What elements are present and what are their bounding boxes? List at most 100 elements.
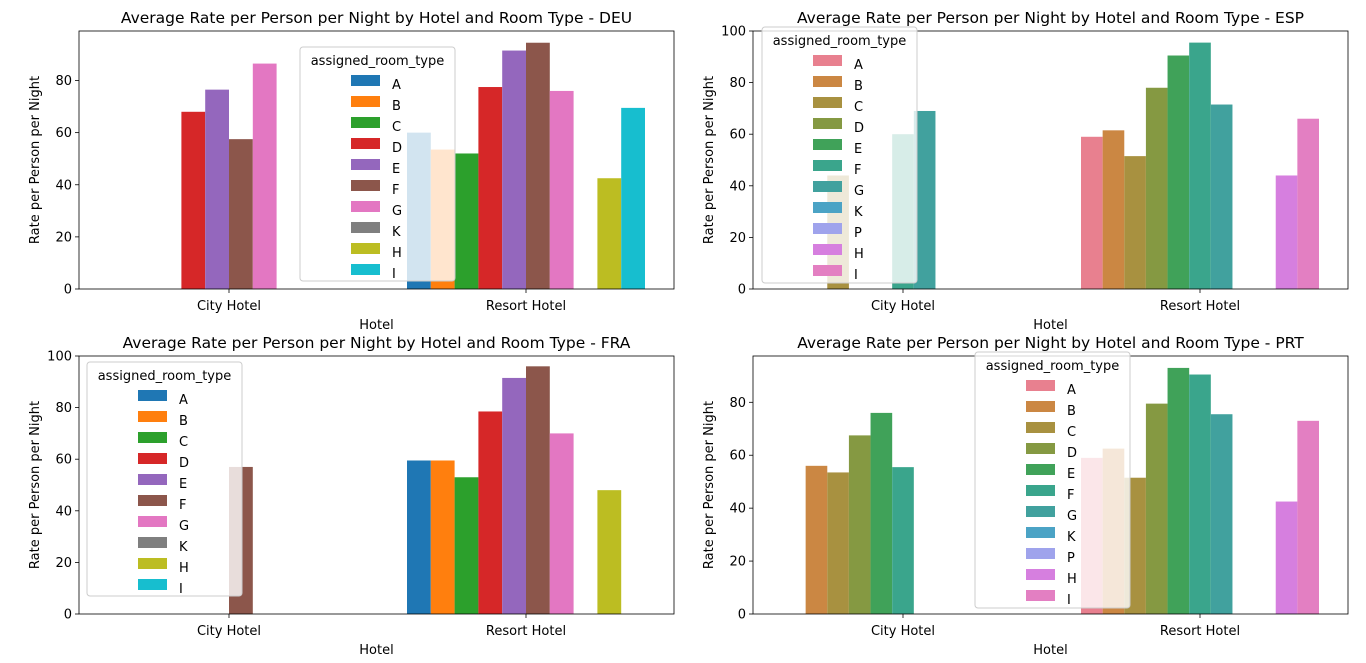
bar-G-city-hotel — [252, 63, 277, 289]
legend-label-G: G — [179, 519, 189, 534]
legend-swatch-A — [813, 55, 842, 66]
legend-swatch-H — [1026, 569, 1055, 580]
legend-swatch-H — [351, 243, 380, 254]
legend-label-D: D — [179, 456, 189, 471]
legend-label-C: C — [854, 100, 863, 115]
legend-swatch-F — [813, 160, 842, 171]
legend-swatch-I — [1026, 590, 1055, 601]
legend-label-I: I — [1067, 593, 1071, 608]
legend-swatch-K — [813, 202, 842, 213]
chart-panel-2: 0 20 40 60 80 100 City Hotel Resort Hotel Averag… — [702, 9, 1349, 333]
y-tick-label: 60 — [729, 449, 746, 464]
bar-G-city-hotel — [913, 110, 936, 289]
bar-A-resort-hotel — [407, 460, 431, 614]
x-axis-label: Hotel — [1033, 318, 1067, 333]
legend-label-E: E — [1067, 467, 1075, 482]
x-axis-label: Hotel — [359, 318, 393, 333]
y-tick-label: 100 — [47, 350, 72, 365]
legend-title: assigned_room_type — [986, 359, 1120, 374]
legend-label-H: H — [179, 561, 189, 576]
legend-swatch-D — [1026, 443, 1055, 454]
legend-title: assigned_room_type — [98, 369, 232, 384]
legend-label-K: K — [854, 205, 863, 220]
bar-G-resort-hotel — [1210, 414, 1233, 614]
bar-C-city-hotel — [827, 472, 849, 614]
legend-swatch-E — [1026, 464, 1055, 475]
legend-label-G: G — [392, 204, 402, 219]
bar-H-resort-hotel — [597, 178, 622, 289]
y-tick-label: 40 — [729, 179, 746, 194]
legend-label-A: A — [1067, 383, 1076, 398]
bar-F-resort-hotel — [1189, 42, 1211, 289]
bar-B-city-hotel — [805, 465, 828, 614]
x-tick-label: Resort Hotel — [486, 299, 566, 314]
x-tick-label: Resort Hotel — [486, 624, 566, 639]
legend-swatch-D — [351, 138, 380, 149]
legend-label-D: D — [392, 141, 402, 156]
y-tick-label: 60 — [729, 128, 746, 143]
legend-swatch-F — [138, 495, 167, 506]
legend-swatch-C — [351, 117, 380, 128]
bar-E-resort-hotel — [1167, 55, 1190, 290]
legend-swatch-K — [138, 537, 167, 548]
bar-C-resort-hotel — [454, 477, 479, 614]
axes-frame — [78, 30, 675, 290]
legend-swatch-F — [351, 180, 380, 191]
legend-swatch-B — [138, 411, 167, 422]
y-tick-label: 0 — [64, 283, 72, 298]
y-tick-label: 20 — [729, 231, 746, 246]
legend-label-F: F — [179, 498, 186, 513]
bar-D-resort-hotel — [478, 87, 503, 289]
y-tick-label: 20 — [729, 555, 746, 570]
bar-D-resort-hotel — [478, 411, 503, 614]
y-tick-label: 20 — [55, 230, 72, 245]
legend-swatch-C — [1026, 422, 1055, 433]
x-tick-label: City Hotel — [871, 299, 935, 314]
legend-label-I: I — [392, 267, 396, 282]
y-axis-label: Rate per Person per Night — [28, 401, 43, 569]
legend-label-B: B — [179, 414, 188, 429]
bar-H-resort-hotel — [1275, 501, 1298, 614]
y-tick-label: 80 — [729, 396, 746, 411]
legend-label-P: P — [854, 226, 862, 241]
bar-D-city-hotel — [848, 435, 871, 614]
legend-label-A: A — [392, 78, 401, 93]
bar-I-resort-hotel — [1297, 420, 1319, 614]
bar-D-resort-hotel — [1145, 403, 1168, 614]
y-axis-label: Rate per Person per Night — [702, 76, 717, 244]
legend-swatch-K — [1026, 527, 1055, 538]
y-tick-label: 100 — [721, 25, 746, 40]
legend-label-C: C — [392, 120, 401, 135]
legend-swatch-P — [1026, 548, 1055, 559]
legend-swatch-G — [351, 201, 380, 212]
x-tick-label: Resort Hotel — [1160, 299, 1240, 314]
legend-title: assigned_room_type — [311, 54, 445, 69]
legend-swatch-B — [1026, 401, 1055, 412]
legend-label-K: K — [179, 540, 188, 555]
legend-swatch-I — [813, 265, 842, 276]
bar-C-resort-hotel — [454, 153, 479, 289]
legend-swatch-A — [351, 75, 380, 86]
bar-G-resort-hotel — [549, 433, 574, 614]
legend-label-C: C — [1067, 425, 1076, 440]
legend-label-F: F — [1067, 488, 1074, 503]
bar-E-resort-hotel — [502, 50, 526, 289]
bar-D-city-hotel — [181, 111, 206, 289]
bar-G-resort-hotel — [549, 90, 574, 289]
legend-label-B: B — [854, 79, 863, 94]
chart-panel-4: 0 20 40 60 80 City Hotel Resort Hotel Average R… — [702, 334, 1349, 658]
y-axis-label: Rate per Person per Night — [28, 76, 43, 244]
y-tick-label: 40 — [55, 504, 72, 519]
bar-H-resort-hotel — [597, 490, 622, 614]
legend-swatch-I — [138, 579, 167, 590]
axes-frame — [78, 355, 675, 615]
legend-label-H: H — [854, 247, 864, 262]
bar-F-resort-hotel — [1189, 374, 1211, 614]
legend-swatch-G — [813, 181, 842, 192]
legend-swatch-D — [813, 118, 842, 129]
bar-I-resort-hotel — [1297, 118, 1319, 289]
legend-swatch-E — [813, 139, 842, 150]
bar-E-resort-hotel — [1167, 367, 1190, 614]
